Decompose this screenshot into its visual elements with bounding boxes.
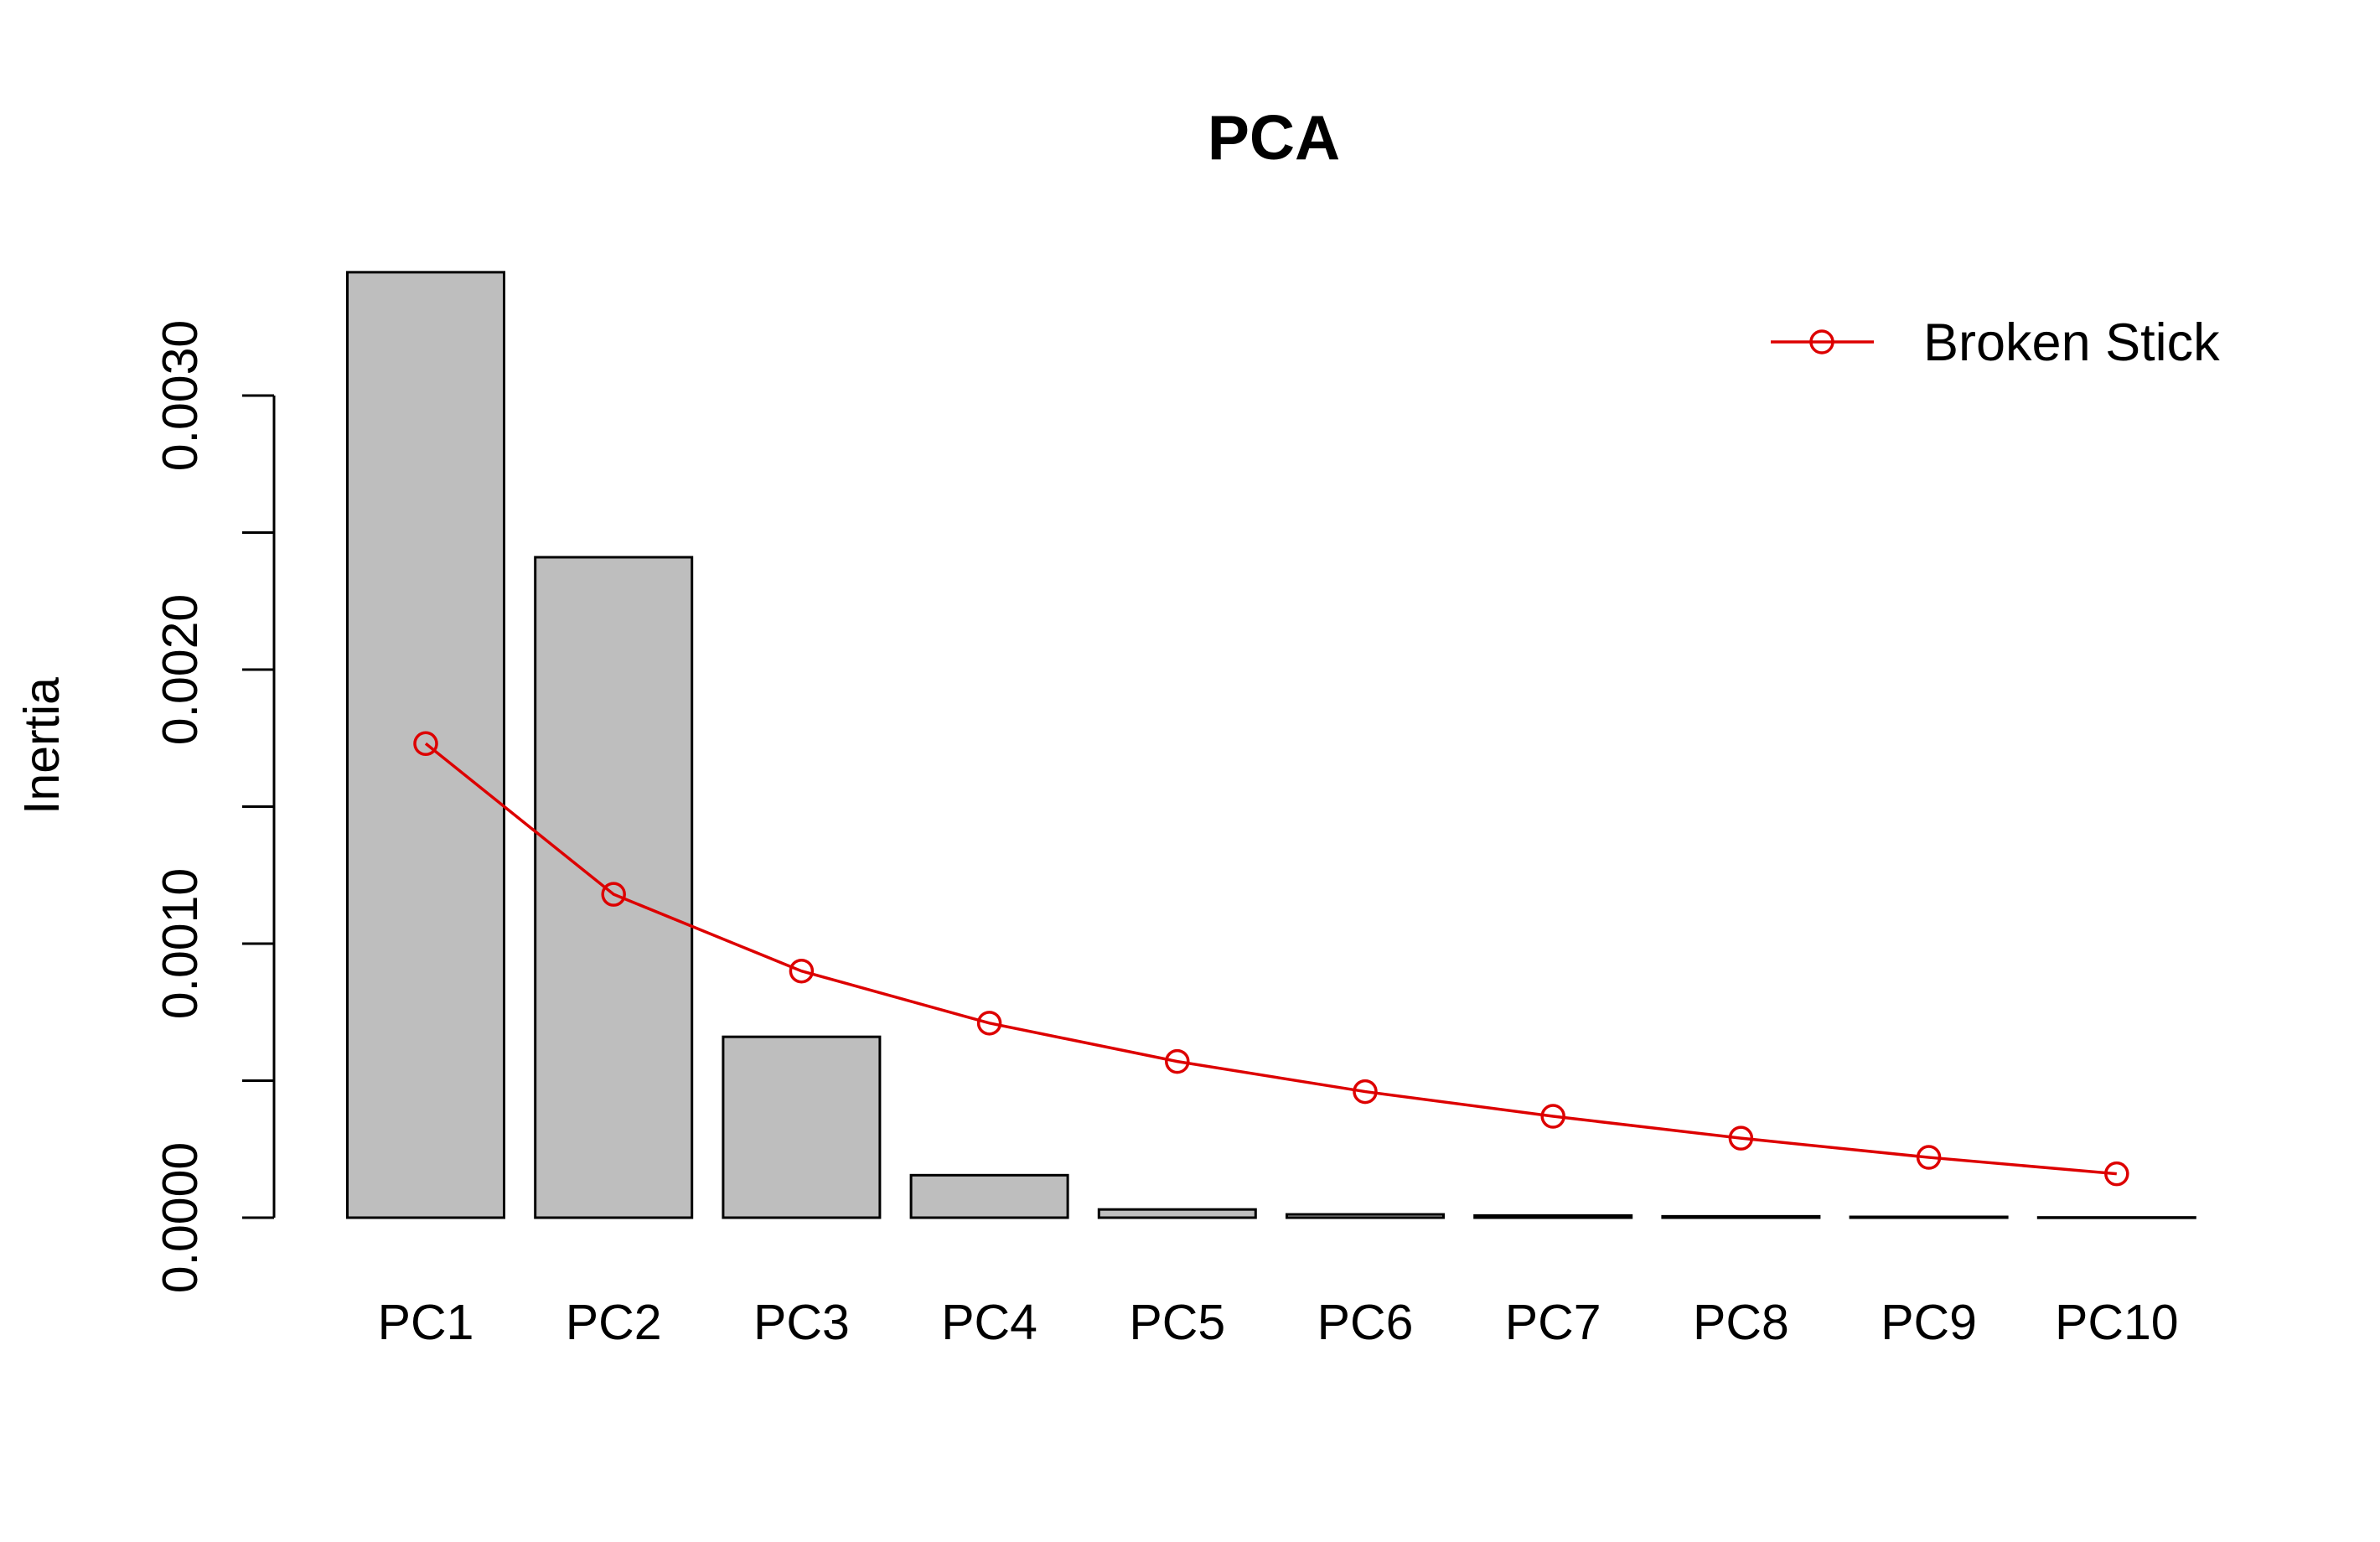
bar-pc4 — [909, 1173, 1069, 1219]
legend-label: Broken Stick — [1923, 313, 2220, 372]
x-tick-label: PC6 — [1317, 1295, 1414, 1350]
bar-pc2 — [534, 556, 694, 1219]
broken-stick-point-pc6 — [1353, 1079, 1378, 1105]
x-tick-label: PC2 — [566, 1295, 662, 1350]
x-tick-label: PC8 — [1693, 1295, 1789, 1350]
broken-stick-point-pc4 — [976, 1011, 1002, 1036]
x-tick-labels: PC1 PC2 PC3 PC4 PC5 PC6 PC7 PC8 PC9 PC10 — [378, 1295, 2179, 1350]
x-tick-label: PC4 — [941, 1295, 1037, 1350]
bar-pc5 — [1097, 1208, 1257, 1219]
y-axis-label: Inertia — [14, 677, 70, 815]
bar-pc10 — [2036, 1216, 2196, 1219]
x-tick-label: PC7 — [1505, 1295, 1601, 1350]
bar-pc3 — [722, 1035, 882, 1219]
y-tick-label: 0.0030 — [153, 320, 208, 471]
bars — [346, 271, 2196, 1219]
bar-pc7 — [1473, 1213, 1633, 1219]
broken-stick-point-pc8 — [1728, 1125, 1754, 1151]
bar-pc6 — [1286, 1213, 1445, 1219]
chart-title: PCA — [1208, 102, 1340, 173]
x-tick-label: PC1 — [378, 1295, 474, 1350]
broken-stick-point-pc10 — [2104, 1161, 2129, 1187]
broken-stick-point-pc3 — [789, 958, 815, 984]
x-tick-label: PC3 — [753, 1295, 850, 1350]
legend: Broken Stick — [1771, 313, 2220, 372]
x-tick-label: PC5 — [1129, 1295, 1225, 1350]
legend-marker — [1809, 329, 1834, 354]
y-tick-label: 0.0020 — [153, 594, 208, 745]
broken-stick-point-pc5 — [1165, 1048, 1190, 1074]
bar-pc8 — [1661, 1214, 1821, 1219]
broken-stick-point-pc9 — [1916, 1145, 1942, 1170]
y-tick-label: 0.0010 — [153, 868, 208, 1019]
y-axis: 0.0000 0.0010 0.0020 0.0030 — [153, 320, 276, 1293]
broken-stick-point-pc1 — [413, 731, 438, 757]
broken-stick-line — [424, 742, 2117, 1176]
bar-pc9 — [1849, 1215, 2009, 1219]
broken-stick-series — [413, 731, 2129, 1187]
broken-stick-point-pc2 — [601, 882, 626, 907]
x-tick-label: PC10 — [2055, 1295, 2179, 1350]
y-tick-label: 0.0000 — [153, 1142, 208, 1293]
x-tick-label: PC9 — [1881, 1295, 1977, 1350]
broken-stick-point-pc7 — [1540, 1104, 1565, 1129]
